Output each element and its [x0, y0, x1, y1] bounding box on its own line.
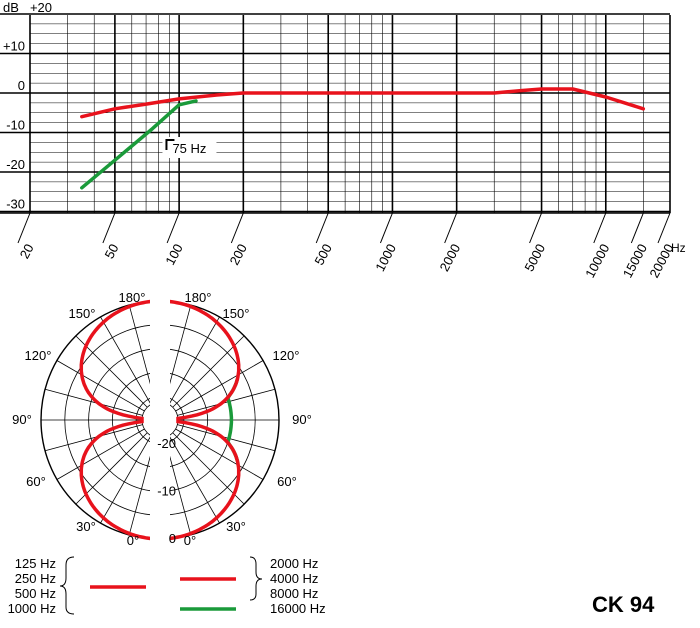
polar-spoke	[56, 428, 145, 480]
polar-spoke	[177, 424, 276, 452]
y-tick-label: -10	[6, 118, 25, 133]
x-tick-mark	[593, 212, 607, 244]
polar-angle-label: 180°	[119, 290, 146, 305]
x-tick-label: 100	[162, 241, 185, 267]
polar-radial-label: 0	[169, 531, 176, 546]
polar-spoke	[100, 316, 150, 404]
legend-label-right: 8000 Hz	[270, 586, 318, 601]
x-unit-label: Hz	[671, 241, 686, 255]
polar-spoke	[170, 436, 220, 524]
x-tick-mark	[17, 212, 31, 244]
annotation-label: 75 Hz	[172, 141, 206, 156]
x-tick-label: 15000	[620, 241, 650, 280]
legend-brace-right	[249, 556, 263, 601]
x-tick-mark	[444, 212, 458, 244]
x-tick-label: 1000	[372, 241, 399, 274]
frequency-response-labels: dB +20 +10 0 -10 -20 -30 20 50 100 200 500 1000 2000 5…	[3, 0, 686, 280]
polar-spoke	[175, 360, 264, 412]
polar-angle-label: 30°	[226, 519, 246, 534]
y-tick-label: +10	[3, 39, 25, 54]
polar-angle-label: 60°	[277, 474, 297, 489]
response-curve-1	[80, 99, 198, 190]
polar-angle-label: 150°	[69, 306, 96, 321]
legend-label-left: 250 Hz	[15, 571, 56, 586]
polar-angle-label: 150°	[223, 306, 250, 321]
x-tick-label: 500	[311, 241, 334, 267]
polar-angle-label: 90°	[292, 412, 312, 427]
polar-spoke	[56, 360, 145, 412]
x-tick-label: 2000	[436, 241, 463, 274]
polar-angle-label: 30°	[76, 519, 96, 534]
polar-curve-high	[170, 299, 241, 541]
x-tick-label: 5000	[521, 241, 548, 274]
x-tick-mark	[379, 212, 393, 244]
x-tick-mark	[230, 212, 244, 244]
x-tick-mark	[315, 212, 329, 244]
x-tick-label: 200	[227, 241, 250, 267]
x-tick-mark	[166, 212, 180, 244]
polar-angle-label: 0°	[127, 533, 139, 548]
frequency-response-grid	[0, 13, 671, 244]
y-tick-label: +20	[30, 0, 52, 15]
y-tick-label: -20	[6, 157, 25, 172]
polar-angle-label: 0°	[184, 533, 196, 548]
polar-pattern: 0° 0° 30° 30° 60° 60° 90° 90° 120° 120° 150° 150° 18…	[12, 290, 312, 548]
legend-brace-left	[59, 556, 75, 615]
polar-radial-label: -20	[157, 436, 176, 451]
polar-spoke	[177, 388, 276, 416]
polar-spoke	[172, 335, 245, 408]
polar-spoke	[170, 316, 220, 404]
response-curve-0	[80, 87, 646, 119]
x-tick-mark	[630, 212, 644, 244]
polar-half	[40, 300, 150, 540]
annotation-box	[162, 137, 217, 158]
polar-radial-label: -10	[157, 483, 176, 498]
polar-spoke	[172, 432, 245, 505]
x-tick-mark	[529, 212, 543, 244]
polar-curves-right	[170, 299, 241, 541]
polar-angle-label: 120°	[25, 348, 52, 363]
legend-label-right: 2000 Hz	[270, 556, 318, 571]
x-tick-label: 50	[102, 241, 122, 261]
polar-spoke	[175, 428, 264, 480]
legend-label-right: 4000 Hz	[270, 571, 318, 586]
polar-angle-label: 90°	[12, 412, 32, 427]
polar-spoke	[100, 436, 150, 524]
polar-curve-low	[79, 299, 150, 541]
polar-angle-label: 180°	[185, 290, 212, 305]
y-tick-label: 0	[18, 78, 25, 93]
x-tick-label: 20	[17, 241, 37, 261]
polar-spoke	[75, 432, 148, 505]
polar-spoke	[170, 304, 192, 385]
annotation-marker	[165, 139, 175, 150]
x-tick-mark	[657, 212, 671, 244]
frequency-response-curves	[80, 87, 646, 190]
legend-label-left: 500 Hz	[15, 586, 56, 601]
polar-spoke	[44, 424, 143, 452]
x-tick-mark	[102, 212, 116, 244]
x-tick-label: 10000	[582, 241, 612, 280]
legend-label-left: 1000 Hz	[8, 601, 56, 616]
model-name: CK 94	[592, 592, 655, 617]
legend-label-right: 16000 Hz	[270, 601, 326, 616]
polar-spoke	[170, 455, 192, 536]
y-unit-label: dB	[3, 0, 19, 15]
polar-angle-label: 60°	[26, 474, 46, 489]
polar-curves-left	[79, 299, 150, 541]
polar-spoke	[128, 455, 150, 536]
polar-spoke	[75, 335, 148, 408]
polar-spoke	[128, 304, 150, 385]
legend-label-left: 125 Hz	[15, 556, 56, 571]
y-tick-label: -30	[6, 197, 25, 212]
polar-spoke	[44, 388, 143, 416]
polar-angle-label: 120°	[273, 348, 300, 363]
